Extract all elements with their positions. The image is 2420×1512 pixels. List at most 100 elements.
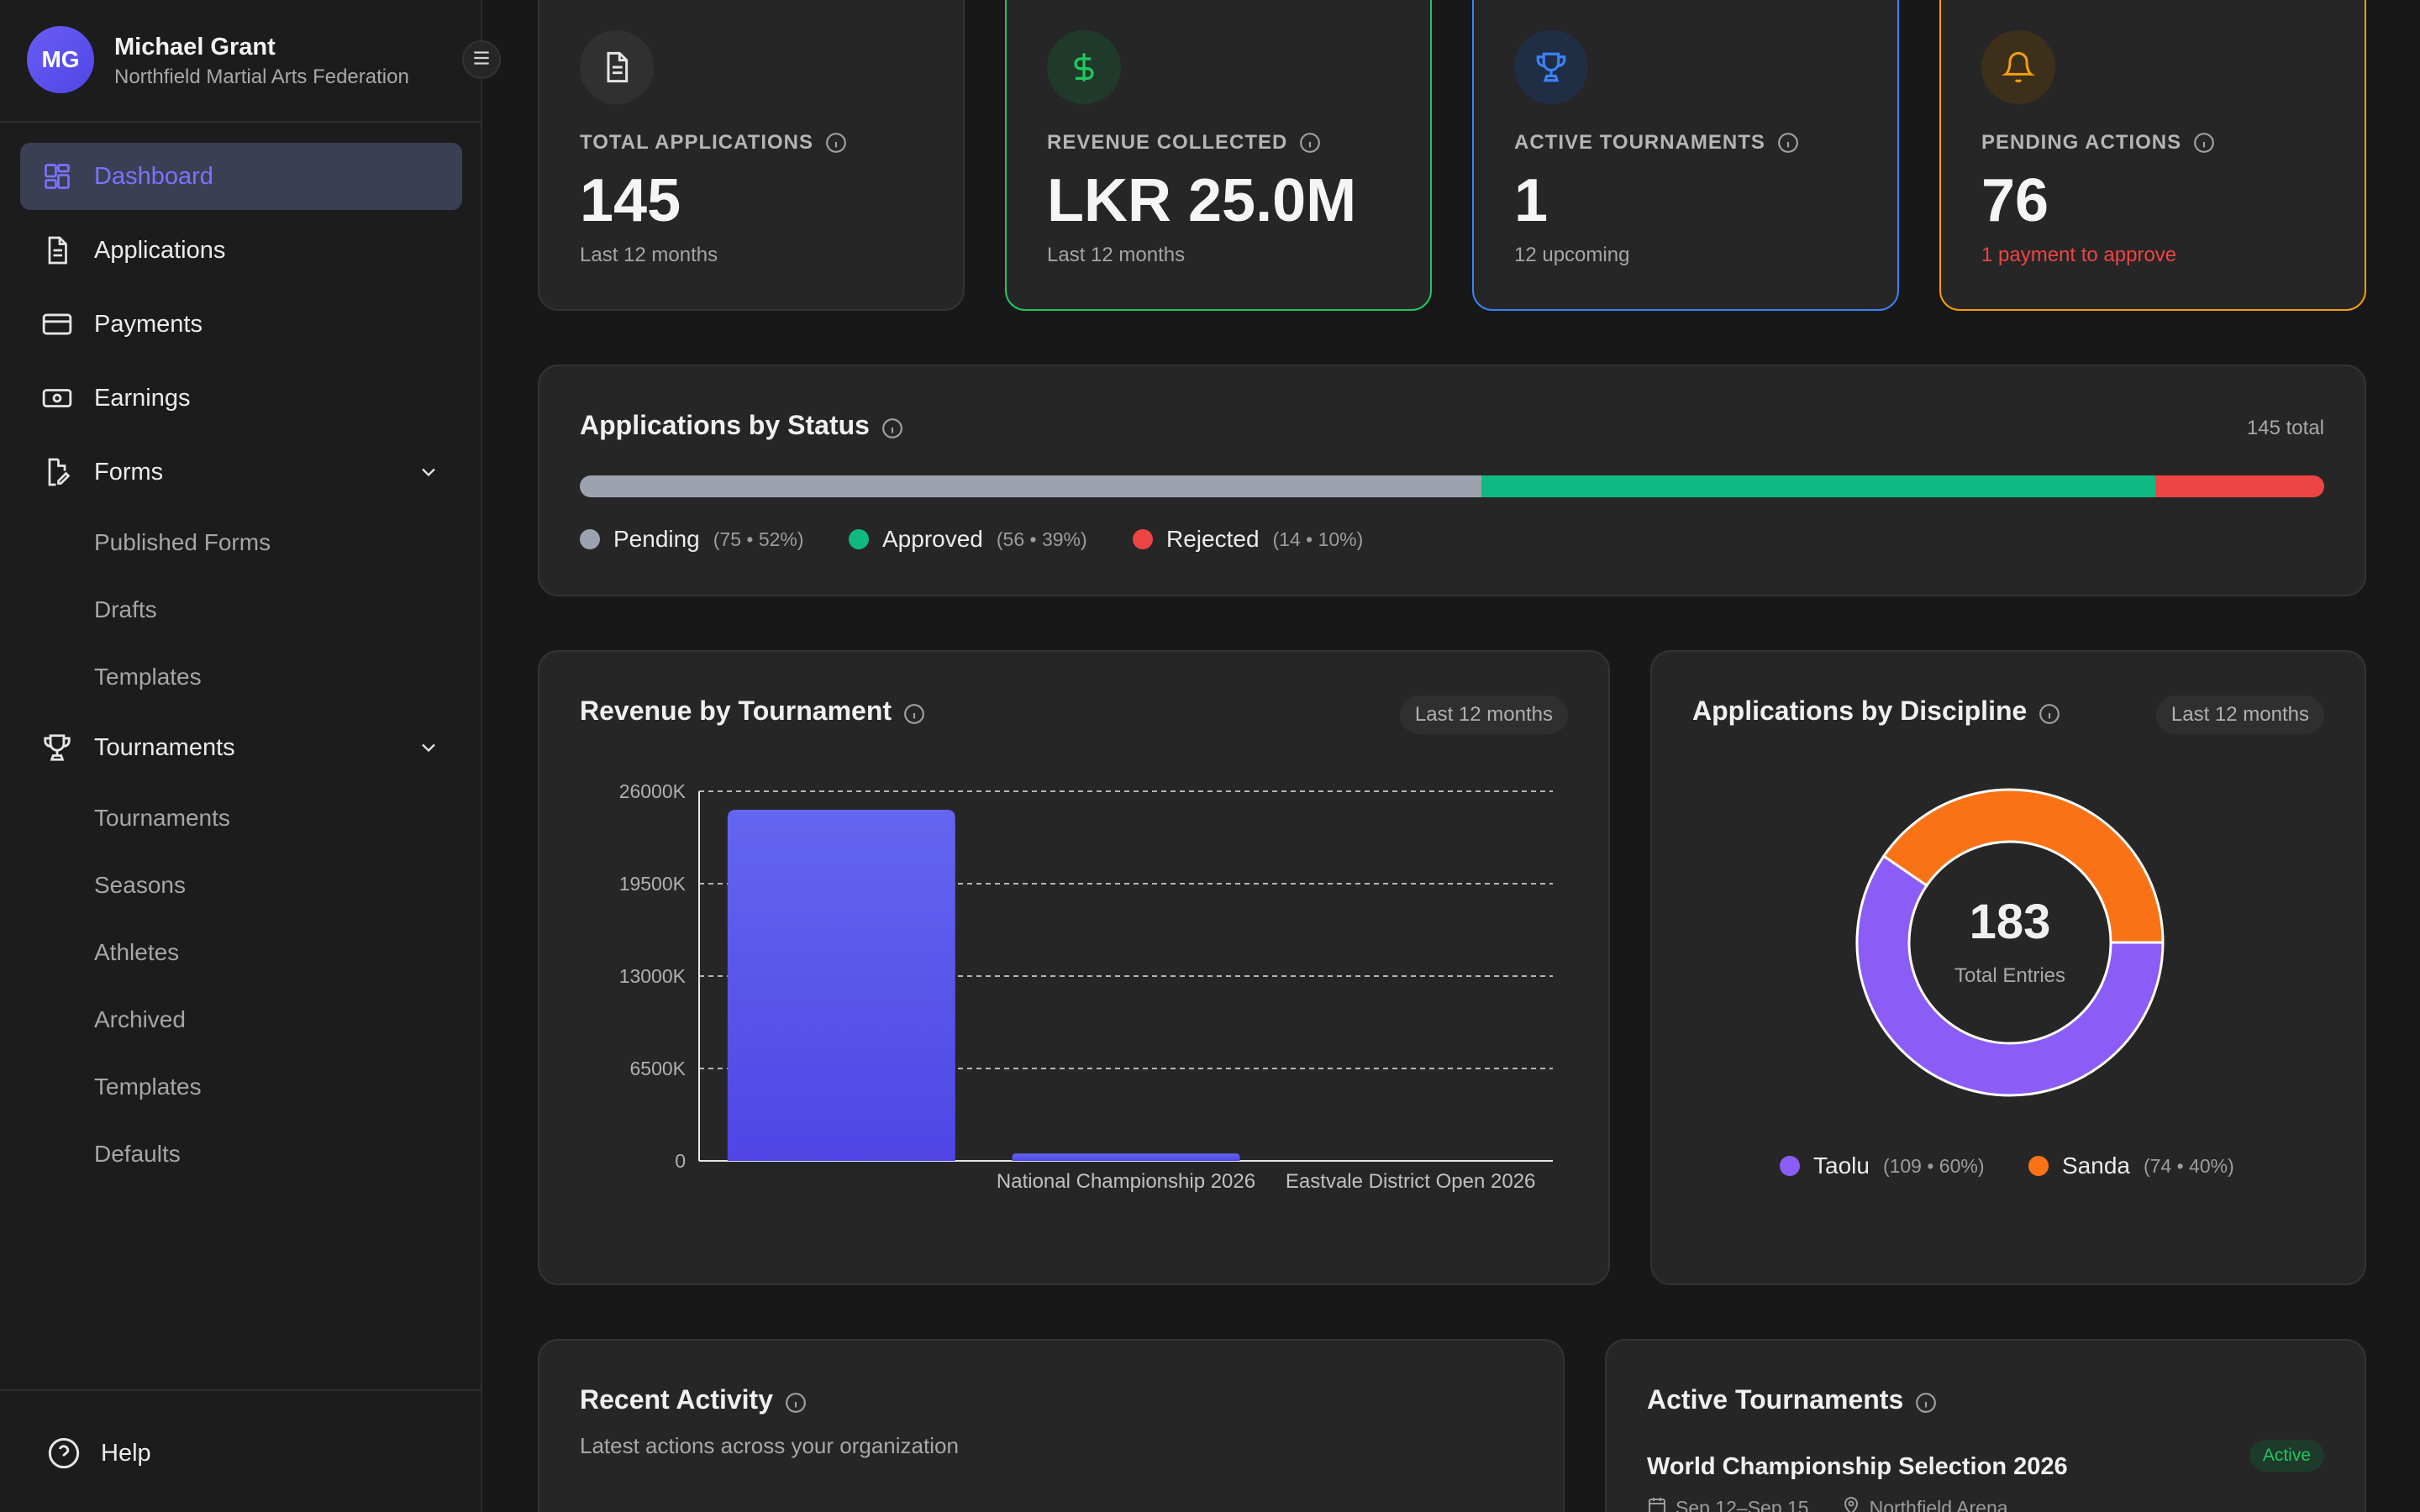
nav-tournament-templates[interactable]: Templates bbox=[94, 1074, 202, 1100]
chevron-down-icon bbox=[417, 460, 440, 488]
card-title-text: Recent Activity bbox=[580, 1384, 773, 1415]
stat-label-text: REVENUE COLLECTED bbox=[1047, 131, 1288, 154]
info-icon[interactable] bbox=[2039, 701, 2060, 724]
card-title: Applications by Status bbox=[580, 410, 903, 441]
dashboard-icon bbox=[40, 160, 74, 193]
status-badge: Active bbox=[2249, 1440, 2324, 1472]
nav-forms-label: Forms bbox=[94, 458, 164, 486]
legend-taolu: Taolu (109 • 60%) bbox=[1780, 1152, 1985, 1179]
nav-dashboard-label: Dashboard bbox=[94, 162, 213, 190]
revenue-bar-chart: 0 6500K 13000K 19500K 26000K National Champio… bbox=[619, 780, 1553, 1193]
nav-tournaments[interactable]: Tournaments bbox=[20, 714, 462, 781]
legend-dot bbox=[1133, 529, 1153, 549]
nav-dashboard[interactable]: Dashboard bbox=[20, 143, 462, 210]
nav-earnings-label: Earnings bbox=[94, 384, 191, 412]
user-org: Northfield Martial Arts Federation bbox=[114, 66, 409, 88]
stat-label: PENDING ACTIONS bbox=[1981, 131, 2215, 155]
donut-slice-taolu[interactable] bbox=[1855, 854, 2165, 1097]
applications-by-discipline-card: Applications by Discipline Last 12 month… bbox=[1650, 650, 2366, 1285]
y-tick-label: 6500K bbox=[629, 1058, 686, 1079]
nav-drafts[interactable]: Drafts bbox=[94, 596, 157, 622]
card-title-text: Applications by Status bbox=[580, 410, 870, 440]
nav-seasons[interactable]: Seasons bbox=[94, 872, 186, 898]
user-name: Michael Grant bbox=[114, 34, 276, 60]
card-title: Revenue by Tournament bbox=[580, 696, 925, 727]
info-icon[interactable] bbox=[903, 701, 925, 724]
trophy-icon bbox=[40, 731, 74, 764]
date-range-pill[interactable]: Last 12 months bbox=[2155, 696, 2324, 734]
sidebar: MG Michael Grant Northfield Martial Arts… bbox=[0, 0, 482, 1512]
bell-icon bbox=[1981, 30, 2055, 104]
stat-value: LKR 25.0M bbox=[1047, 167, 1357, 234]
stat-label: TOTAL APPLICATIONS bbox=[580, 131, 847, 155]
nav-earnings[interactable]: Earnings bbox=[20, 365, 462, 432]
stat-label: ACTIVE TOURNAMENTS bbox=[1514, 131, 1799, 155]
tournament-dates: Sep 12–Sep 15 bbox=[1676, 1496, 1809, 1512]
nav-tournaments-list[interactable]: Tournaments bbox=[94, 805, 230, 831]
document-icon bbox=[40, 234, 74, 267]
active-tournaments-card: Active Tournaments World Championship Se… bbox=[1605, 1339, 2366, 1512]
nav-athletes[interactable]: Athletes bbox=[94, 939, 180, 965]
recent-activity-card: Recent Activity Latest actions across yo… bbox=[538, 1339, 1565, 1512]
legend-dot bbox=[1780, 1156, 1800, 1176]
info-icon[interactable] bbox=[825, 132, 847, 154]
tournament-name[interactable]: World Championship Selection 2026 bbox=[1647, 1453, 2068, 1480]
card-title-text: Revenue by Tournament bbox=[580, 696, 892, 726]
hamburger-icon bbox=[471, 47, 492, 73]
card-subtitle: Latest actions across your organization bbox=[580, 1433, 959, 1458]
date-range-pill[interactable]: Last 12 months bbox=[1399, 696, 1568, 734]
file-edit-icon bbox=[40, 455, 74, 489]
bar-0[interactable] bbox=[727, 810, 955, 1161]
nav-applications-label: Applications bbox=[94, 236, 226, 264]
info-icon[interactable] bbox=[1777, 132, 1799, 154]
stat-subtext: 12 upcoming bbox=[1514, 244, 1630, 266]
donut-slice-sanda[interactable] bbox=[1881, 788, 2165, 944]
discipline-donut-chart bbox=[1855, 788, 2165, 1097]
bar-1[interactable] bbox=[1012, 1153, 1240, 1161]
legend-dot bbox=[580, 529, 600, 549]
legend-label: Rejected bbox=[1166, 526, 1260, 552]
info-icon[interactable] bbox=[785, 1389, 807, 1413]
card-title: Recent Activity bbox=[580, 1384, 807, 1415]
stat-card-total-applications[interactable]: TOTAL APPLICATIONS 145 Last 12 months bbox=[538, 0, 965, 311]
nav-payments[interactable]: Payments bbox=[20, 291, 462, 358]
info-icon[interactable] bbox=[2193, 132, 2215, 154]
legend-pending: Pending (75 • 52%) bbox=[580, 526, 804, 553]
stat-card-active-tournaments[interactable]: ACTIVE TOURNAMENTS 1 12 upcoming bbox=[1472, 0, 1899, 311]
stat-label-text: PENDING ACTIONS bbox=[1981, 131, 2182, 154]
y-tick-label: 13000K bbox=[619, 965, 687, 987]
stat-card-revenue-collected[interactable]: REVENUE COLLECTED LKR 25.0M Last 12 mont… bbox=[1005, 0, 1432, 311]
legend-value: (14 • 10%) bbox=[1272, 528, 1364, 550]
info-icon[interactable] bbox=[1915, 1389, 1937, 1413]
document-icon bbox=[580, 30, 654, 104]
card-title: Active Tournaments bbox=[1647, 1384, 1937, 1415]
legend-value: (75 • 52%) bbox=[713, 528, 804, 550]
nav-published-forms[interactable]: Published Forms bbox=[94, 529, 271, 555]
donut-center-label: Total Entries bbox=[1954, 964, 2066, 987]
nav-archived[interactable]: Archived bbox=[94, 1006, 186, 1032]
info-icon[interactable] bbox=[881, 415, 903, 438]
nav-form-templates[interactable]: Templates bbox=[94, 664, 202, 690]
stat-card-pending-actions[interactable]: PENDING ACTIONS 76 1 payment to approve bbox=[1939, 0, 2366, 311]
nav-defaults[interactable]: Defaults bbox=[94, 1141, 181, 1167]
help-circle-icon[interactable] bbox=[47, 1436, 81, 1474]
total-count: 145 total bbox=[2246, 417, 2324, 439]
stat-label-text: ACTIVE TOURNAMENTS bbox=[1514, 131, 1765, 154]
donut-center-value: 183 bbox=[1969, 895, 2051, 949]
card-title-text: Applications by Discipline bbox=[1692, 696, 2028, 726]
nav-forms[interactable]: Forms bbox=[20, 438, 462, 506]
menu-toggle-button[interactable] bbox=[462, 40, 501, 79]
help-link[interactable]: Help bbox=[101, 1440, 151, 1467]
user-profile: MG Michael Grant Northfield Martial Arts… bbox=[0, 0, 481, 123]
info-icon[interactable] bbox=[1299, 132, 1321, 154]
legend-dot bbox=[2028, 1156, 2049, 1176]
status-progress-bar bbox=[580, 475, 2324, 497]
status-segment-approved bbox=[1481, 475, 2155, 497]
trophy-icon bbox=[1514, 30, 1588, 104]
nav-applications[interactable]: Applications bbox=[20, 217, 462, 284]
avatar[interactable]: MG bbox=[27, 26, 94, 93]
legend-approved: Approved (56 • 39%) bbox=[849, 526, 1087, 553]
status-segment-rejected bbox=[2154, 475, 2324, 497]
legend-label: Taolu bbox=[1813, 1152, 1870, 1179]
legend-dot bbox=[849, 529, 869, 549]
